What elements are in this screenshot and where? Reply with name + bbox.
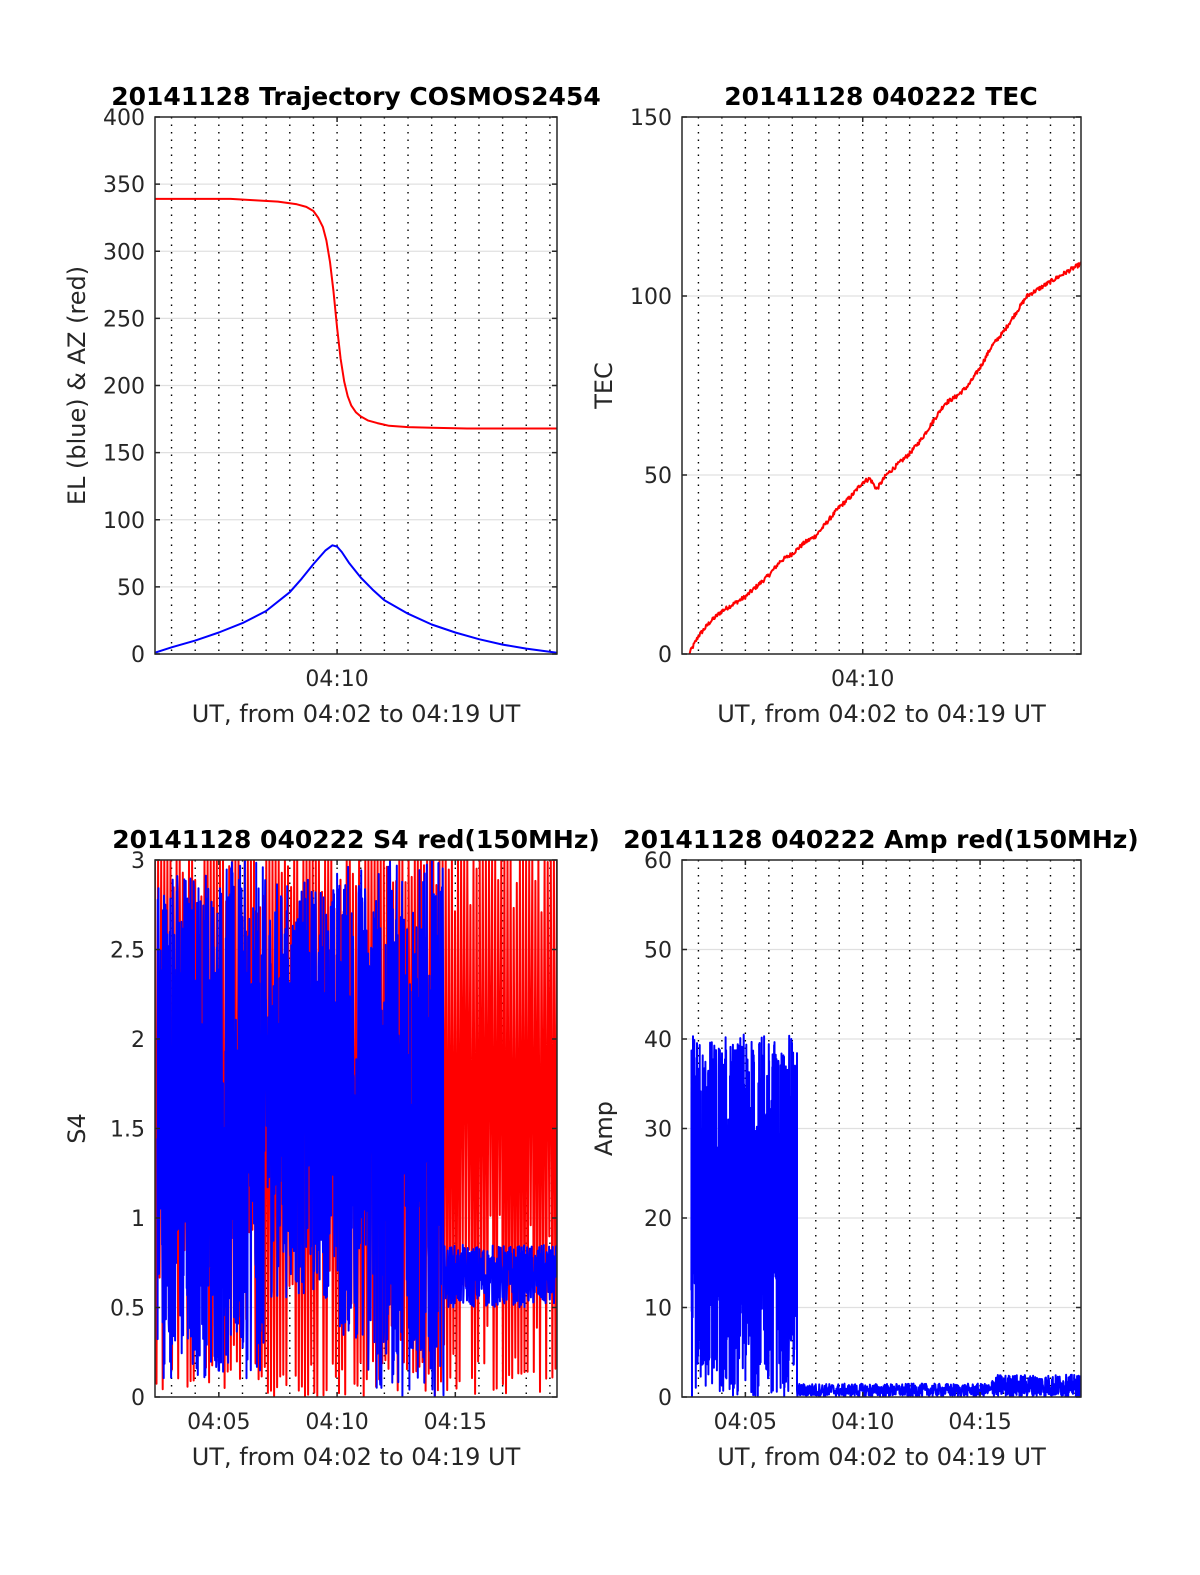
plot-area bbox=[688, 261, 1081, 654]
y-tick-label: 0 bbox=[658, 643, 672, 668]
x-axis-label: UT, from 04:02 to 04:19 UT bbox=[717, 1443, 1046, 1471]
y-tick-label: 300 bbox=[103, 240, 145, 265]
y-axis-label: TEC bbox=[590, 362, 618, 410]
y-tick-label: 40 bbox=[644, 1028, 672, 1053]
x-tick-label: 04:10 bbox=[831, 667, 894, 692]
chart-panel-3: 0 0.5 1 1.5 2 2.5 3 04:05 04:10 04:15 20141128 040… bbox=[63, 825, 600, 1471]
y-tick-label: 2.5 bbox=[110, 939, 145, 964]
chart-panel-1: 0 50 100 150 200 250 300 350 400 04:10 20141128 Tr… bbox=[63, 82, 601, 728]
y-tick-label: 400 bbox=[103, 106, 145, 131]
x-axis-label: UT, from 04:02 to 04:19 UT bbox=[717, 700, 1046, 728]
x-tick-label: 04:05 bbox=[714, 1410, 777, 1435]
y-tick-label: 60 bbox=[644, 849, 672, 874]
y-tick-label: 150 bbox=[103, 442, 145, 467]
y-tick-label: 0.5 bbox=[110, 1297, 145, 1322]
y-tick-label: 30 bbox=[644, 1118, 672, 1143]
axes-box bbox=[681, 116, 1082, 655]
y-tick-label: 50 bbox=[644, 464, 672, 489]
x-tick-label: 04:15 bbox=[424, 1410, 487, 1435]
plot-area bbox=[690, 1033, 1081, 1397]
y-tick-label: 20 bbox=[644, 1207, 672, 1232]
y-tick-label: 150 bbox=[630, 106, 672, 131]
x-axis-label: UT, from 04:02 to 04:19 UT bbox=[192, 700, 521, 728]
chart-panel-4: 0 10 20 30 40 50 60 04:05 04:10 04:15 20141128 040… bbox=[590, 825, 1139, 1471]
chart-panel-2: 0 50 100 150 04:10 20141128 040222 TEC UT, fro… bbox=[590, 82, 1082, 728]
x-tick-label: 04:10 bbox=[305, 1410, 368, 1435]
y-tick-label: 10 bbox=[644, 1297, 672, 1322]
y-axis-label: Amp bbox=[590, 1101, 618, 1156]
series-line-1 bbox=[690, 1033, 1081, 1397]
y-tick-label: 1.5 bbox=[110, 1118, 145, 1143]
y-tick-label: 100 bbox=[630, 285, 672, 310]
y-tick-label: 100 bbox=[103, 509, 145, 534]
y-tick-label: 50 bbox=[117, 576, 145, 601]
y-tick-label: 350 bbox=[103, 173, 145, 198]
y-tick-label: 200 bbox=[103, 375, 145, 400]
series-line-1 bbox=[688, 261, 1081, 654]
y-tick-label: 2 bbox=[131, 1028, 145, 1053]
x-tick-label: 04:10 bbox=[831, 1410, 894, 1435]
y-axis-label: S4 bbox=[63, 1113, 91, 1144]
x-tick-label: 04:10 bbox=[305, 667, 368, 692]
series-line-2 bbox=[155, 544, 557, 654]
plot-area bbox=[155, 860, 557, 1397]
y-tick-label: 0 bbox=[658, 1386, 672, 1411]
x-tick-label: 04:15 bbox=[948, 1410, 1011, 1435]
x-axis-label: UT, from 04:02 to 04:19 UT bbox=[192, 1443, 521, 1471]
y-tick-label: 3 bbox=[131, 849, 145, 874]
chart-title: 20141128 040222 Amp red(150MHz) bbox=[623, 825, 1139, 854]
x-tick-label: 04:05 bbox=[187, 1410, 250, 1435]
y-tick-label: 50 bbox=[644, 939, 672, 964]
y-axis-label: EL (blue) & AZ (red) bbox=[63, 266, 91, 505]
series-line-1 bbox=[155, 197, 557, 430]
y-tick-label: 1 bbox=[131, 1207, 145, 1232]
chart-title: 20141128 Trajectory COSMOS2454 bbox=[111, 82, 601, 111]
y-tick-label: 0 bbox=[131, 643, 145, 668]
y-tick-label: 250 bbox=[103, 307, 145, 332]
series-line-2 bbox=[156, 860, 557, 1397]
y-tick-label: 0 bbox=[131, 1386, 145, 1411]
chart-title: 20141128 040222 S4 red(150MHz) bbox=[112, 825, 600, 854]
chart-title: 20141128 040222 TEC bbox=[724, 82, 1037, 111]
plot-area bbox=[155, 197, 557, 654]
